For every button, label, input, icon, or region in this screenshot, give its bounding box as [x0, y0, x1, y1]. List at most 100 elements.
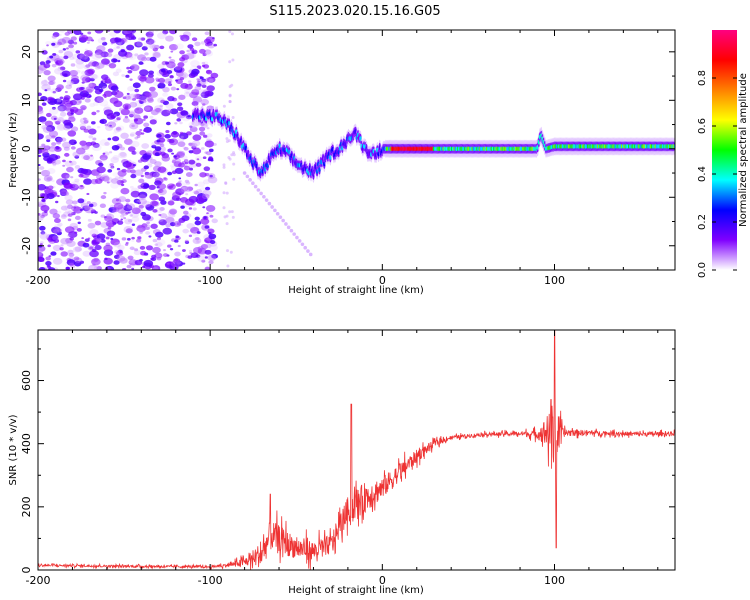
heatmap-noise-blob — [62, 97, 70, 103]
heatmap-noise-blob — [80, 202, 89, 209]
heatmap-noise-blob — [165, 35, 174, 42]
heatmap-noise-blob — [59, 96, 64, 100]
heatmap-noise-blob — [164, 133, 171, 139]
heatmap-noise-blob — [52, 90, 56, 94]
heatmap-noise-blob — [139, 128, 143, 132]
heatmap-noise-blob — [197, 93, 205, 100]
heatmap-noise-blob — [109, 151, 113, 154]
colorbar: 0.0 0.2 0.4 0.6 0.8 Normalized spectral ampl… — [697, 30, 749, 278]
heatmap-noise-blob — [83, 178, 92, 185]
heatmap-noise-blob — [97, 37, 106, 44]
heatmap-noise-blob — [125, 198, 131, 203]
heatmap-noise-blob — [39, 225, 46, 231]
heatmap-noise-blob — [72, 246, 82, 253]
heatmap-noise-blob — [129, 246, 135, 251]
heatmap-noise-blob — [92, 101, 99, 106]
heatmap-noise-blob — [54, 120, 58, 124]
heatmap-noise-blob — [96, 96, 104, 102]
heatmap-noise-blob — [131, 207, 141, 215]
heatmap-noise-blob — [120, 37, 127, 43]
heatmap-noise-blob — [196, 78, 200, 81]
heatmap-noise-blob — [157, 166, 167, 173]
heatmap-noise-blob — [177, 137, 185, 143]
heatmap-noise-blob — [122, 30, 133, 35]
heatmap-noise-blob — [186, 131, 192, 136]
heatmap-noise-blob — [112, 71, 120, 77]
snr-y-tick-label: 0 — [20, 567, 33, 574]
heatmap-noise-blob — [55, 200, 59, 204]
heatmap-noise-blob — [162, 86, 170, 93]
heatmap-noise-blob — [45, 57, 51, 61]
heatmap-noise-blob — [157, 183, 167, 190]
heatmap-noise-blob — [140, 183, 144, 187]
heatmap-noise-blob — [128, 259, 138, 266]
heatmap-noise-blob — [163, 249, 166, 252]
heatmap-noise-blob — [58, 33, 62, 37]
heatmap-noise-blob — [54, 223, 62, 229]
heatmap-noise-blob — [120, 214, 125, 218]
heatmap-noise-blob — [143, 105, 154, 113]
heatmap-noise-blob — [203, 61, 209, 65]
heatmap-noise-blob — [165, 61, 170, 65]
heatmap-noise-dot — [232, 151, 236, 155]
heatmap-noise-blob — [60, 190, 69, 196]
heatmap-noise-blob — [107, 169, 113, 173]
heatmap-noise-blob — [157, 188, 164, 194]
heatmap-noise-blob — [165, 130, 170, 134]
heatmap-noise-blob — [110, 178, 119, 184]
heatmap-noise-blob — [56, 119, 62, 124]
heatmap-noise-blob — [154, 243, 159, 246]
heatmap-noise-blob — [82, 93, 89, 98]
heatmap-noise-blob — [75, 62, 85, 70]
heatmap-noise-blob — [168, 56, 172, 59]
heatmap-noise-blob — [113, 47, 117, 50]
colorbar-tick-label: 0.0 — [697, 262, 708, 278]
heatmap-noise-blob — [171, 170, 177, 175]
heatmap-noise-blob — [191, 49, 198, 55]
heatmap-noise-blob — [175, 235, 180, 239]
heatmap-noise-blob — [47, 267, 56, 270]
heatmap-noise-blob — [169, 209, 177, 215]
heatmap-noise-blob — [73, 256, 80, 261]
heatmap-noise-blob — [144, 52, 149, 56]
heatmap-noise-blob — [38, 183, 47, 191]
heatmap-noise-blob — [174, 167, 184, 175]
colorbar-bar — [712, 30, 737, 270]
heatmap-noise-blob — [206, 212, 209, 215]
heatmap-noise-blob — [104, 141, 110, 146]
heatmap-noise-blob — [204, 50, 213, 57]
heatmap-noise-blob — [166, 70, 173, 74]
heatmap-noise-blob — [66, 166, 74, 173]
heatmap-noise-blob — [112, 136, 120, 142]
heatmap-noise-blob — [130, 173, 137, 179]
heatmap-noise-blob — [129, 185, 134, 189]
heatmap-noise-blob — [140, 211, 147, 217]
spectrogram-y-tick-label: -10 — [20, 188, 33, 206]
heatmap-noise-blob — [145, 204, 155, 211]
heatmap-noise-blob — [144, 172, 154, 179]
heatmap-noise-blob — [103, 191, 107, 195]
heatmap-streak-dot — [267, 201, 272, 206]
spectrogram-x-tick-label: -100 — [198, 274, 223, 287]
heatmap-noise-blob — [196, 83, 202, 88]
heatmap-noise-blob — [187, 115, 191, 118]
snr-axes-frame — [37, 329, 676, 571]
heatmap-noise-blob — [40, 80, 49, 87]
heatmap-noise-blob — [70, 36, 77, 41]
heatmap-noise-blob — [113, 30, 121, 34]
heatmap-noise-blob — [159, 104, 164, 108]
heatmap-noise-blob — [38, 251, 44, 259]
heatmap-noise-blob — [89, 73, 98, 80]
heatmap-noise-blob — [38, 257, 45, 262]
heatmap-noise-blob — [62, 159, 66, 163]
heatmap-noise-blob — [45, 60, 51, 64]
heatmap-noise-blob — [194, 41, 201, 47]
heatmap-noise-blob — [192, 134, 202, 141]
heatmap-noise-blob — [67, 130, 77, 137]
heatmap-noise-blob — [134, 150, 140, 155]
heatmap-noise-blob — [188, 83, 192, 86]
heatmap-noise-blob — [202, 103, 206, 106]
heatmap-noise-blob — [101, 85, 109, 91]
heatmap-noise-blob — [117, 59, 121, 63]
heatmap-noise-blob — [192, 191, 196, 194]
